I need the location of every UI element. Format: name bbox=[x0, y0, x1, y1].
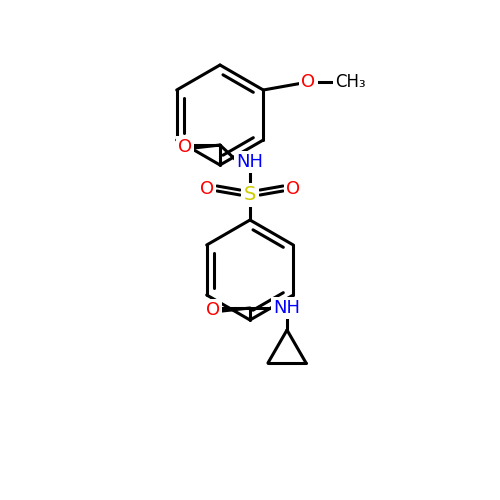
Text: O: O bbox=[200, 180, 214, 198]
Text: NH: NH bbox=[236, 153, 264, 171]
Text: O: O bbox=[178, 138, 192, 156]
Text: O: O bbox=[286, 180, 300, 198]
Text: NH: NH bbox=[274, 299, 300, 317]
Text: CH₃: CH₃ bbox=[335, 73, 366, 91]
Text: O: O bbox=[301, 73, 316, 91]
Text: O: O bbox=[206, 301, 220, 319]
Text: S: S bbox=[244, 186, 256, 204]
